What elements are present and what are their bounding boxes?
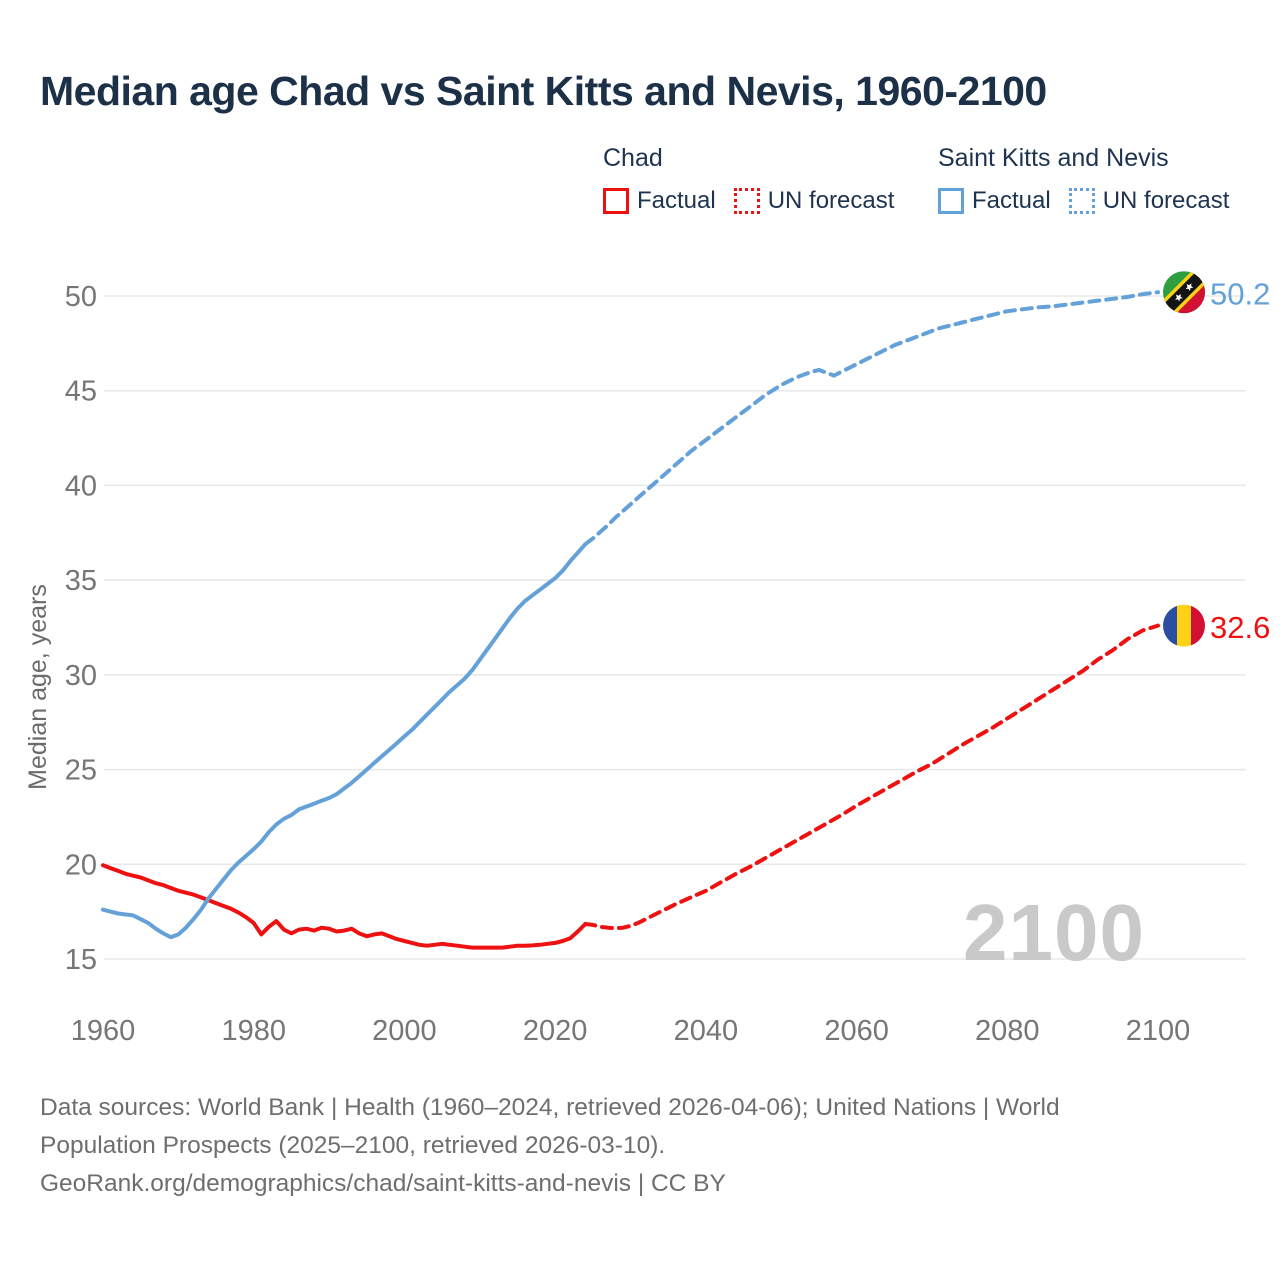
- gridlines-layer: 15 20 25 30 35 40 45 50 1960 1980 2000 2020 2040 2060…: [65, 281, 1246, 1047]
- y-tick-label-20: 20: [65, 849, 97, 881]
- legend-group-saint-kitts-and-nevis: Saint Kitts and Nevis Factual UN forecas…: [938, 144, 1247, 215]
- x-tick-label-1960: 1960: [71, 1015, 136, 1047]
- x-tick-label-2020: 2020: [523, 1015, 588, 1047]
- y-tick-label-25: 25: [65, 755, 97, 787]
- skn-factual-swatch-icon: [938, 188, 964, 214]
- chad-factual-swatch-icon: [603, 188, 629, 214]
- legend-group-chad-title: Chad: [603, 144, 663, 172]
- skn-forecast-swatch-icon: [1068, 188, 1095, 214]
- skn-forecast-label: UN forecast: [1102, 187, 1230, 214]
- series-layer: [101, 290, 1160, 950]
- legend-group-skn-title: Saint Kitts and Nevis: [938, 144, 1169, 172]
- chad-forecast-label: UN forecast: [767, 187, 895, 214]
- chad-end-value-label: 32.6: [1210, 610, 1270, 645]
- endpoint-year-watermark: 2100: [963, 888, 1145, 977]
- y-tick-label-50: 50: [65, 281, 97, 313]
- skn-factual-label: Factual: [972, 187, 1051, 214]
- footer-attribution: Data sources: World Bank | Health (1960–…: [40, 1089, 1060, 1203]
- saint-kitts-and-nevis-flag-icon: [1163, 271, 1205, 314]
- chad-flag-icon: [1163, 604, 1205, 647]
- y-tick-label-35: 35: [65, 565, 97, 597]
- series-line-chad-forecast: [583, 623, 1160, 931]
- chad-forecast-swatch-icon: [733, 188, 760, 214]
- x-tick-label-1980: 1980: [221, 1015, 286, 1047]
- page-title: Median age Chad vs Saint Kitts and Nevis…: [40, 68, 1047, 114]
- y-tick-label-45: 45: [65, 376, 97, 408]
- x-tick-label-2060: 2060: [824, 1015, 889, 1047]
- series-line-skn-factual: [101, 542, 588, 940]
- series-line-skn-forecast: [583, 290, 1160, 547]
- footer-source-url: GeoRank.org/demographics/chad/saint-kitt…: [40, 1170, 726, 1197]
- x-tick-label-2040: 2040: [674, 1015, 739, 1047]
- legend-group-chad: Chad Factual UN forecast: [603, 144, 912, 215]
- y-tick-label-30: 30: [65, 660, 97, 692]
- x-tick-label-2000: 2000: [372, 1015, 437, 1047]
- footer-data-sources-line-1: Data sources: World Bank | Health (1960–…: [40, 1094, 1060, 1121]
- footer-data-sources-line-2: Population Prospects (2025–2100, retriev…: [40, 1132, 666, 1159]
- skn-end-value-label: 50.2: [1210, 277, 1270, 312]
- y-tick-label-15: 15: [65, 944, 97, 976]
- y-tick-label-40: 40: [65, 470, 97, 502]
- x-tick-label-2100: 2100: [1126, 1015, 1191, 1047]
- x-tick-label-2080: 2080: [975, 1015, 1040, 1047]
- chad-factual-label: Factual: [637, 187, 716, 214]
- y-axis-title: Median age, years: [24, 584, 52, 790]
- series-line-chad-factual: [101, 863, 588, 950]
